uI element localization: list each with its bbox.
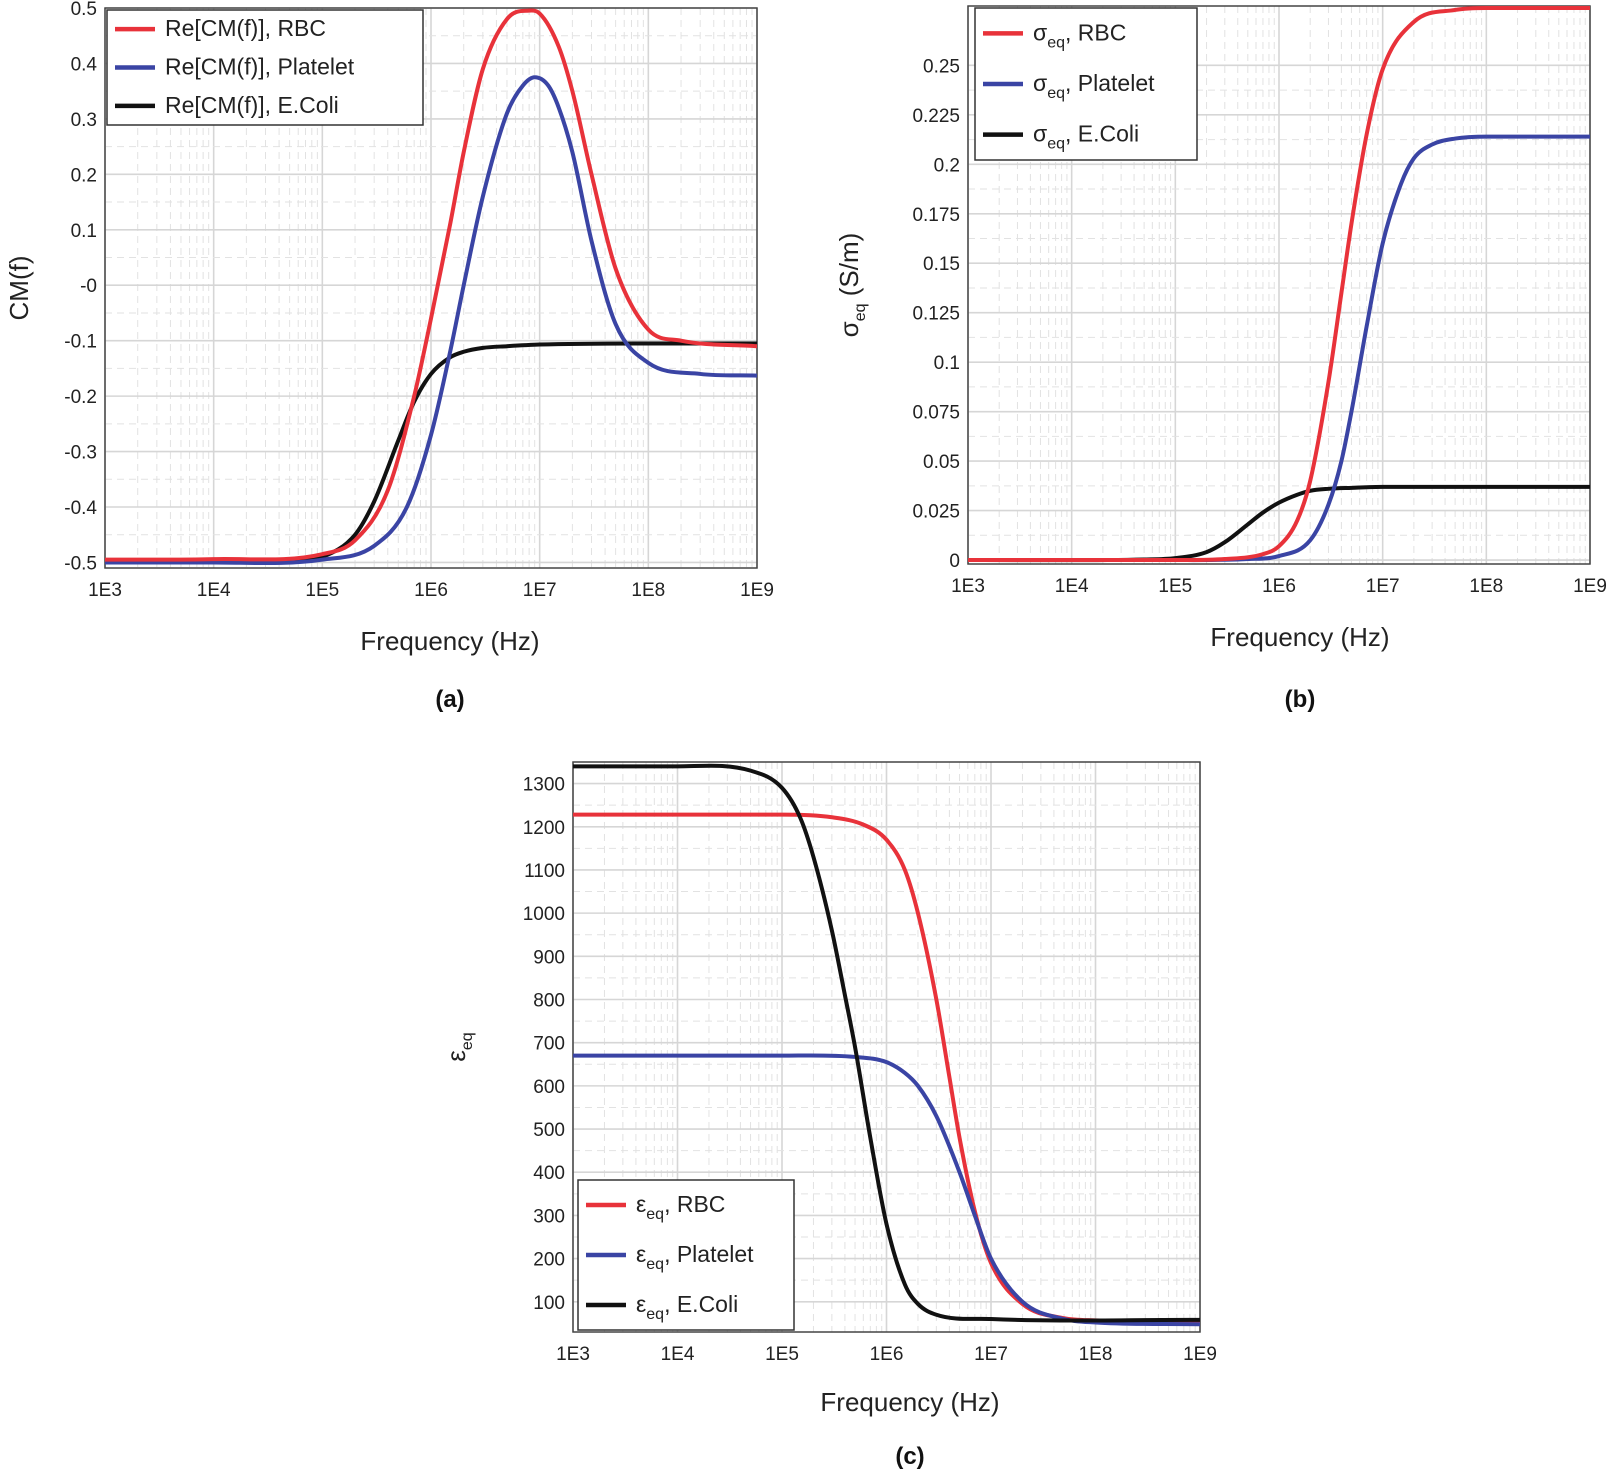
y-tick-label: 0.175: [912, 205, 960, 226]
y-tick-label: 1100: [524, 861, 565, 882]
y-tick-label: 100: [533, 1293, 565, 1314]
y-tick-label: 900: [533, 947, 565, 968]
y-tick-label: 0.2: [71, 165, 97, 186]
y-tick-label: 0.025: [912, 502, 960, 523]
plot-frame: [104, 7, 758, 569]
x-tick-label: 1E6: [414, 580, 448, 601]
y-tick-label: 1300: [523, 775, 565, 796]
x-tick-label: 1E5: [765, 1344, 799, 1365]
y-tick-label: 0.1: [934, 353, 960, 374]
x-axis-label: Frequency (Hz): [820, 1387, 999, 1417]
y-tick-label: -0.2: [64, 387, 97, 408]
y-tick-label: 0.4: [71, 54, 98, 75]
plot-frame: [967, 5, 1591, 565]
series-line-platelet: [105, 75, 757, 566]
y-axis-label: σeq (S/m): [834, 233, 869, 338]
plot-frame: [572, 761, 1201, 1333]
y-tick-label: 0.15: [923, 254, 960, 275]
legend: Re[CM(f)], RBC Re[CM(f)], Platelet Re[CM(f…: [106, 9, 424, 126]
x-tick-label: 1E8: [1469, 576, 1503, 597]
legend: εeq, RBC εeq, Platelet εeq, E.Coli: [577, 1179, 795, 1331]
y-tick-label: -0.3: [64, 443, 97, 464]
series-group: [105, 8, 757, 566]
x-axis-label: Frequency (Hz): [360, 626, 539, 656]
y-tick-label: 0.2: [934, 155, 960, 176]
legend-label-rbc: Re[CM(f)], RBC: [165, 15, 326, 41]
y-tick-label: 300: [533, 1206, 565, 1227]
series-group: [968, 5, 1590, 563]
x-tick-label: 1E8: [1079, 1344, 1113, 1365]
legend-label-platelet: σeq, Platelet: [1033, 70, 1155, 102]
panel-label: (a): [435, 686, 464, 713]
x-tick-label: 1E3: [951, 576, 985, 597]
chart-panel-b: 1E3 1E4 1E5 1E6 1E7 1E8 1E9 0.25 0.225 0.2 0.175 0.…: [834, 5, 1607, 713]
series-line-rbc: [105, 8, 757, 562]
series-group: [573, 763, 1200, 1327]
x-tick-label: 1E7: [974, 1344, 1008, 1365]
y-tick-label: 700: [533, 1034, 565, 1055]
series-line-ecoli: [573, 763, 1200, 1323]
x-tick-label: 1E4: [197, 580, 231, 601]
x-tick-label: 1E4: [1055, 576, 1089, 597]
y-axis-label: CM(f): [4, 256, 34, 321]
x-tick-label: 1E5: [305, 580, 339, 601]
legend-label-platelet: Re[CM(f)], Platelet: [165, 54, 355, 80]
y-tick-label: 0.075: [912, 403, 960, 424]
x-tick-label: 1E6: [1262, 576, 1296, 597]
y-tick-label: -0.1: [64, 332, 97, 353]
x-tick-label: 1E3: [556, 1344, 590, 1365]
legend-label-ecoli: Re[CM(f)], E.Coli: [165, 92, 339, 118]
grid-b: [967, 6, 1591, 564]
y-tick-label: 0.1: [71, 221, 97, 242]
legend-label-rbc: σeq, RBC: [1033, 19, 1126, 51]
x-tick-label: 1E8: [631, 580, 665, 601]
y-tick-label: -0.4: [64, 498, 97, 519]
grid-c: [572, 762, 1201, 1332]
y-tick-label: 0.3: [71, 110, 97, 131]
panel-label: (b): [1285, 686, 1316, 713]
x-axis-label: Frequency (Hz): [1210, 622, 1389, 652]
y-tick-label: 0.05: [923, 452, 960, 473]
legend-label-rbc: εeq, RBC: [636, 1191, 725, 1223]
x-tick-label: 1E9: [740, 580, 774, 601]
legend-label-platelet: εeq, Platelet: [636, 1241, 754, 1273]
x-tick-label: 1E4: [661, 1344, 695, 1365]
y-tick-label: 0.5: [71, 0, 97, 20]
x-tick-label: 1E3: [88, 580, 122, 601]
y-tick-label: 0: [949, 551, 960, 572]
y-tick-label: 200: [533, 1250, 565, 1271]
x-tick-label: 1E7: [1366, 576, 1400, 597]
x-tick-label: 1E5: [1158, 576, 1192, 597]
x-tick-label: 1E7: [523, 580, 557, 601]
x-tick-label: 1E9: [1183, 1344, 1217, 1365]
y-tick-label: 600: [533, 1077, 565, 1098]
legend-box: [106, 9, 424, 126]
legend: σeq, RBC σeq, Platelet σeq, E.Coli: [974, 7, 1198, 161]
x-tick-label: 1E6: [870, 1344, 904, 1365]
y-tick-label: 0.25: [923, 56, 960, 77]
chart-panel-c: 1E3 1E4 1E5 1E6 1E7 1E8 1E9 1300 1200 1100 1000 900…: [441, 761, 1217, 1470]
y-tick-label: 1200: [523, 818, 565, 839]
chart-panel-a: 1E3 1E4 1E5 1E6 1E7 1E8 1E9 0.5 0.4 0.3 0.2 0.1 -0 -0…: [4, 0, 774, 713]
y-tick-label: 0.125: [912, 304, 960, 325]
legend-label-ecoli: εeq, E.Coli: [636, 1291, 738, 1323]
x-tick-label: 1E9: [1573, 576, 1607, 597]
y-axis-label: εeq: [441, 1032, 476, 1061]
y-tick-label: 400: [533, 1163, 565, 1184]
y-tick-label: 1000: [523, 904, 565, 925]
y-tick-label: 500: [533, 1120, 565, 1141]
series-line-rbc: [968, 5, 1590, 563]
y-tick-label: 800: [533, 991, 565, 1012]
panel-label: (c): [895, 1443, 924, 1470]
legend-label-ecoli: σeq, E.Coli: [1033, 121, 1139, 153]
y-tick-label: -0: [80, 276, 97, 297]
y-tick-label: 0.225: [912, 106, 960, 127]
y-tick-label: -0.5: [64, 553, 97, 574]
